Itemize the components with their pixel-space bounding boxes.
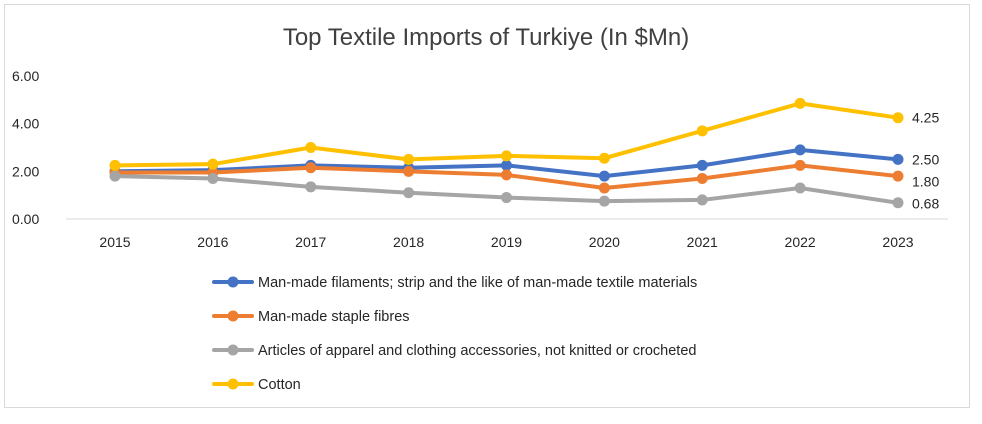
series-2-point-2021 bbox=[696, 194, 708, 206]
y-tick-label-3: 6.00 bbox=[12, 68, 39, 84]
x-tick-label-2022: 2022 bbox=[785, 234, 816, 250]
series-3-point-2023 bbox=[892, 112, 904, 124]
series-lines bbox=[109, 97, 904, 209]
y-axis-ticks: 0.00 2.00 4.00 6.00 bbox=[12, 68, 39, 227]
x-tick-label-2015: 2015 bbox=[99, 234, 130, 250]
legend: Man-made filaments; strip and the like o… bbox=[212, 275, 697, 393]
series-3-point-2020 bbox=[598, 152, 610, 164]
series-1-point-2021 bbox=[696, 172, 708, 184]
x-tick-label-2019: 2019 bbox=[491, 234, 522, 250]
series-1-point-2022 bbox=[794, 159, 806, 171]
end-label-series-3: 4.25 bbox=[912, 110, 939, 126]
legend-swatch-marker-1 bbox=[227, 310, 239, 322]
series-2-point-2016 bbox=[207, 172, 219, 184]
series-2 bbox=[109, 170, 904, 209]
series-1-point-2019 bbox=[501, 169, 512, 181]
x-axis-ticks: 2015 2016 2017 2018 2019 2020 2021 2022 2023 bbox=[99, 234, 913, 250]
series-3 bbox=[109, 97, 904, 171]
legend-swatch-marker-3 bbox=[227, 378, 239, 390]
x-tick-label-2016: 2016 bbox=[197, 234, 228, 250]
x-tick-label-2023: 2023 bbox=[882, 234, 913, 250]
legend-item-0: Man-made filaments; strip and the like o… bbox=[212, 275, 697, 291]
legend-swatch-marker-2 bbox=[227, 344, 239, 356]
series-2-point-2015 bbox=[109, 170, 121, 182]
legend-label-1: Man-made staple fibres bbox=[258, 309, 410, 325]
end-label-series-1: 1.80 bbox=[912, 173, 939, 189]
end-label-series-2: 0.68 bbox=[912, 195, 939, 211]
series-3-point-2017 bbox=[305, 142, 317, 153]
series-3-point-2016 bbox=[207, 158, 219, 170]
series-3-point-2021 bbox=[696, 125, 708, 137]
end-labels: 4.25 2.50 1.80 0.68 bbox=[912, 110, 939, 212]
series-2-point-2019 bbox=[501, 192, 512, 204]
end-label-series-0: 2.50 bbox=[912, 151, 939, 167]
legend-item-1: Man-made staple fibres bbox=[212, 309, 410, 325]
series-0-point-2022 bbox=[794, 144, 806, 156]
legend-label-0: Man-made filaments; strip and the like o… bbox=[258, 275, 697, 291]
series-0-point-2020 bbox=[598, 170, 610, 182]
x-tick-label-2018: 2018 bbox=[393, 234, 424, 250]
series-2-point-2023 bbox=[892, 197, 904, 209]
series-3-point-2022 bbox=[794, 97, 806, 109]
series-1-point-2023 bbox=[892, 170, 904, 182]
y-tick-label-1: 2.00 bbox=[12, 163, 39, 179]
legend-swatch-marker-0 bbox=[227, 276, 239, 288]
series-2-point-2020 bbox=[598, 195, 610, 207]
legend-item-3: Cotton bbox=[212, 377, 301, 393]
series-2-point-2018 bbox=[403, 187, 415, 199]
x-tick-label-2021: 2021 bbox=[687, 234, 718, 250]
chart-title: Top Textile Imports of Turkiye (In $Mn) bbox=[283, 24, 689, 51]
series-3-point-2018 bbox=[403, 153, 415, 165]
series-1-point-2018 bbox=[403, 165, 415, 177]
y-tick-label-0: 0.00 bbox=[12, 211, 39, 227]
series-1-point-2017 bbox=[305, 162, 317, 174]
chart-frame bbox=[4, 4, 970, 408]
series-3-point-2019 bbox=[501, 150, 512, 162]
series-2-point-2017 bbox=[305, 181, 317, 193]
y-tick-label-2: 4.00 bbox=[12, 116, 39, 132]
x-tick-label-2020: 2020 bbox=[589, 234, 620, 250]
legend-label-2: Articles of apparel and clothing accesso… bbox=[258, 343, 696, 359]
series-1-point-2020 bbox=[598, 182, 610, 194]
series-0-point-2019 bbox=[501, 159, 512, 171]
legend-item-2: Articles of apparel and clothing accesso… bbox=[212, 343, 696, 359]
series-3-point-2015 bbox=[109, 159, 121, 171]
legend-label-3: Cotton bbox=[258, 377, 301, 393]
x-tick-label-2017: 2017 bbox=[295, 234, 326, 250]
series-0-point-2021 bbox=[696, 159, 708, 171]
series-2-point-2022 bbox=[794, 182, 806, 194]
series-0-point-2023 bbox=[892, 153, 904, 165]
